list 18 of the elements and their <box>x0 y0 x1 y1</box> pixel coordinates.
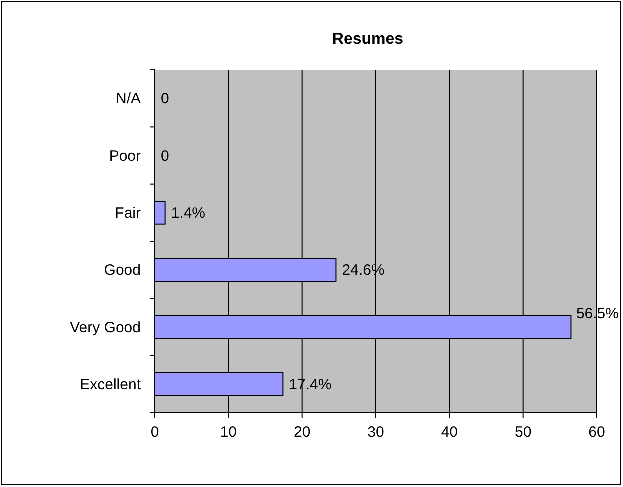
y-tick-label: Poor <box>109 148 141 165</box>
y-tick-label: Fair <box>115 204 141 222</box>
y-tick-label: Excellent <box>80 376 142 394</box>
bar <box>154 200 166 225</box>
y-tick-label: N/A <box>116 90 141 108</box>
data-label: 0 <box>161 148 170 165</box>
chart-title: Resumes <box>332 31 404 48</box>
x-tick-label: 60 <box>588 424 606 441</box>
x-tick-label: 30 <box>368 424 384 441</box>
x-tick-label: 10 <box>220 424 238 441</box>
y-tick-label: Very Good <box>70 319 141 336</box>
y-tick-label: Good <box>104 262 141 280</box>
x-tick-label: 40 <box>441 424 458 441</box>
x-tick-label: 50 <box>514 424 532 441</box>
x-tick-label: 20 <box>294 424 311 441</box>
x-tick-label: 0 <box>150 424 160 441</box>
data-label: 1.4% <box>171 204 206 222</box>
data-label: 0 <box>161 90 170 108</box>
